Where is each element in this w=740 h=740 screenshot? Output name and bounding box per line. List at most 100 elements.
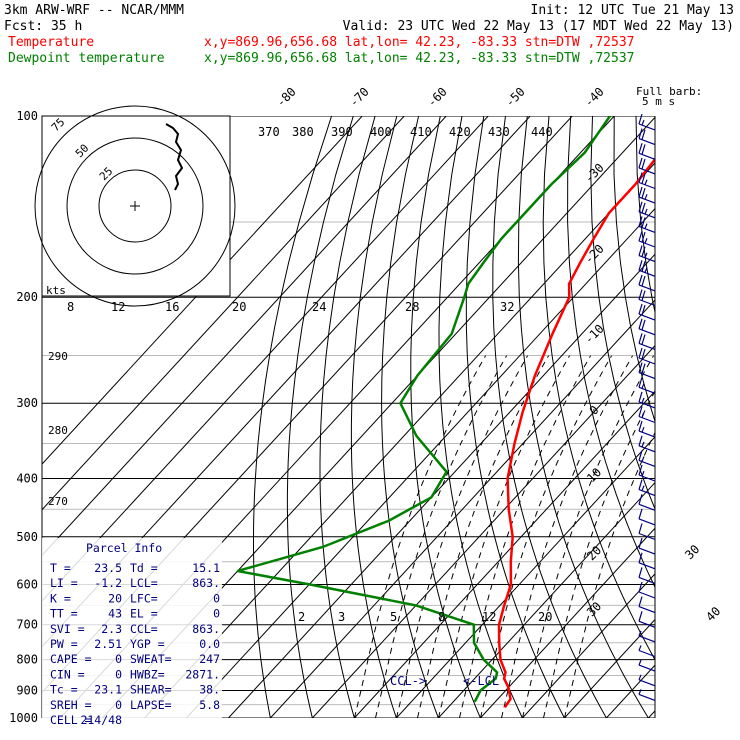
wind-barb (638, 450, 656, 467)
mixing-ratio-label: 2 (298, 610, 305, 624)
theta-label: 410 (410, 125, 432, 139)
barb-flag (638, 245, 643, 256)
barb-flag (641, 217, 646, 228)
moist-adiabat (458, 355, 592, 718)
isotherm-line (42, 116, 363, 465)
barb-shaft (638, 445, 656, 453)
wind-speed-label: 20 (232, 300, 246, 314)
barb-flag (638, 464, 643, 476)
theta-label: 440 (531, 125, 553, 139)
init-time: Init: 12 UTC Tue 21 May 13 (531, 3, 735, 18)
barb-flag (638, 508, 643, 520)
wind-barbs (638, 113, 656, 718)
barb-shaft (638, 562, 656, 570)
wind-barb (638, 362, 656, 380)
wind-barb (638, 230, 656, 248)
isotherm-line (480, 527, 655, 718)
parcel-field-value: 5.8 (199, 698, 220, 712)
barb-flag (638, 303, 643, 315)
mixing-ratio-label: 3 (338, 610, 345, 624)
barb-flag (641, 158, 646, 170)
wind-barb (638, 689, 656, 701)
wind-barb (638, 113, 656, 131)
hodograph-ring (66, 137, 204, 275)
barb-flag (641, 231, 646, 243)
barb-shaft (638, 664, 656, 672)
valid-time: Valid: 23 UTC Wed 22 May 13 (17 MDT Wed … (343, 19, 734, 34)
right-temperature-label: 10 (584, 465, 604, 485)
parcel-field-value: 2871. (185, 667, 220, 681)
barb-flag (641, 261, 646, 272)
parcel-field-value: 20 (108, 591, 122, 605)
isotherm-line (228, 253, 655, 718)
barb-flag (638, 450, 643, 461)
parcel-field-value: 38. (199, 683, 220, 697)
dry-adiabat (350, 116, 398, 718)
parcel-field-value: 0.0 (199, 637, 220, 651)
barb-shaft (638, 430, 656, 438)
barb-half (638, 645, 642, 651)
wind-barb (638, 494, 656, 511)
parcel-field-value: 0 (213, 591, 220, 605)
barb-flag (641, 363, 646, 374)
ccl-label: CCL-> (390, 674, 426, 688)
barb-flag (641, 129, 646, 140)
hodograph-ring (98, 169, 172, 243)
wind-barb (638, 143, 656, 160)
barb-half (641, 383, 645, 389)
barb-flag (638, 230, 643, 242)
barb-legend-units: 5 m s (642, 95, 675, 108)
temperature-legend: Temperature (8, 35, 94, 50)
isotherm-line (564, 618, 655, 718)
wind-barb (638, 289, 656, 307)
parcel-field-value: 214/48 (80, 713, 122, 727)
pressure-tick-label: 1000 (9, 711, 38, 725)
mixing-ratio-label: 5 (390, 610, 397, 624)
dewpoint-legend: Dewpoint temperature (8, 51, 165, 66)
parcel-field-label: HWBZ= (130, 667, 165, 681)
wind-barb (638, 479, 656, 497)
dry-adiabat (465, 116, 565, 718)
moist-adiabat (437, 355, 571, 718)
parcel-field-value: 247 (199, 652, 220, 666)
lcl-label: <-LCL (463, 674, 499, 688)
temperature-line (497, 157, 655, 708)
dry-adiabat (410, 116, 481, 718)
barb-shaft (638, 576, 656, 584)
parcel-info-background (42, 538, 222, 718)
barb-flag (638, 596, 643, 607)
wind-barb (638, 674, 656, 687)
wind-barb (638, 596, 656, 614)
top-temperature-label: -60 (425, 85, 450, 110)
wind-barb (638, 537, 656, 555)
barb-half (641, 412, 645, 418)
parcel-info-box: Parcel Info T = 23.5 Td = 15.1 LI = -1.2 LCL= 86… (42, 538, 222, 727)
parcel-field-value: 2.51 (94, 637, 122, 651)
barb-flag (638, 611, 643, 622)
barb-flag (638, 479, 643, 490)
parcel-field-value: 43 (108, 607, 122, 621)
isotherm-line (42, 116, 405, 511)
parcel-field-label: SWEAT= (130, 652, 172, 666)
barb-flag (641, 348, 646, 360)
wind-barb (638, 420, 656, 438)
parcel-field-value: 23.5 (94, 561, 122, 575)
parcel-field-value: 23.1 (94, 683, 122, 697)
wind-speed-label: 16 (165, 300, 179, 314)
wind-barb (638, 172, 656, 190)
barb-half (644, 223, 648, 229)
barb-half (641, 426, 645, 433)
barb-shaft (638, 606, 656, 614)
parcel-field-label: EL = (130, 607, 158, 621)
isotherm-line (354, 390, 655, 718)
hodograph-ring (34, 105, 236, 307)
barb-shaft (638, 386, 656, 394)
barb-flag (638, 494, 643, 505)
barb-flag (641, 188, 646, 199)
parcel-field-label: CAPE = (50, 652, 92, 666)
wind-speed-label: 24 (312, 300, 326, 314)
mixing-ratio-label: 12 (482, 610, 496, 624)
barb-flag (638, 552, 643, 563)
